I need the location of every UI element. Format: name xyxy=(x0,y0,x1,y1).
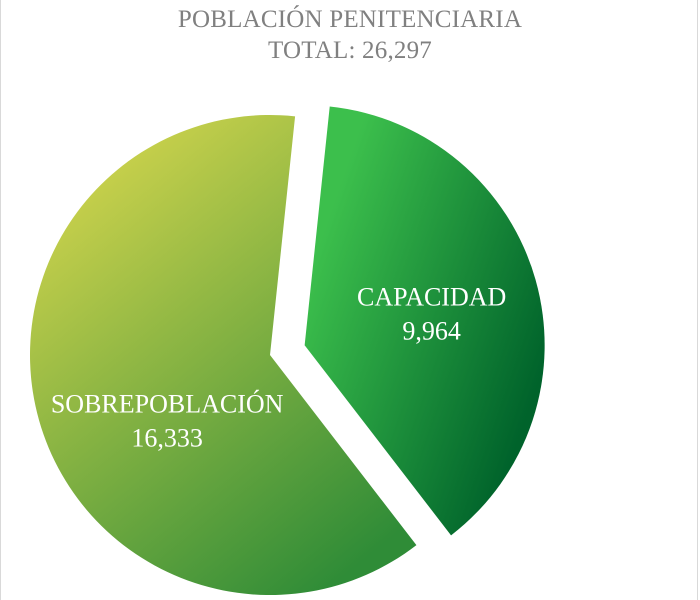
slice-label-value: 9,964 xyxy=(402,316,461,345)
pie-slices xyxy=(30,106,545,595)
pie-slice-sobrepoblación xyxy=(30,114,417,595)
slice-label-name: CAPACIDAD xyxy=(357,282,506,311)
chart-subtitle: TOTAL: 26,297 xyxy=(267,37,432,64)
pie-slice-capacidad xyxy=(304,106,545,536)
chart-title-block: POBLACIÓN PENITENCIARIA TOTAL: 26,297 xyxy=(0,4,700,66)
slice-label-name: SOBREPOBLACIÓN xyxy=(51,389,284,418)
slice-label-value: 16,333 xyxy=(131,423,203,452)
pie-labels: CAPACIDAD 9,964 SOBREPOBLACIÓN 16,333 xyxy=(51,282,506,452)
chart-title: POBLACIÓN PENITENCIARIA xyxy=(177,6,523,33)
